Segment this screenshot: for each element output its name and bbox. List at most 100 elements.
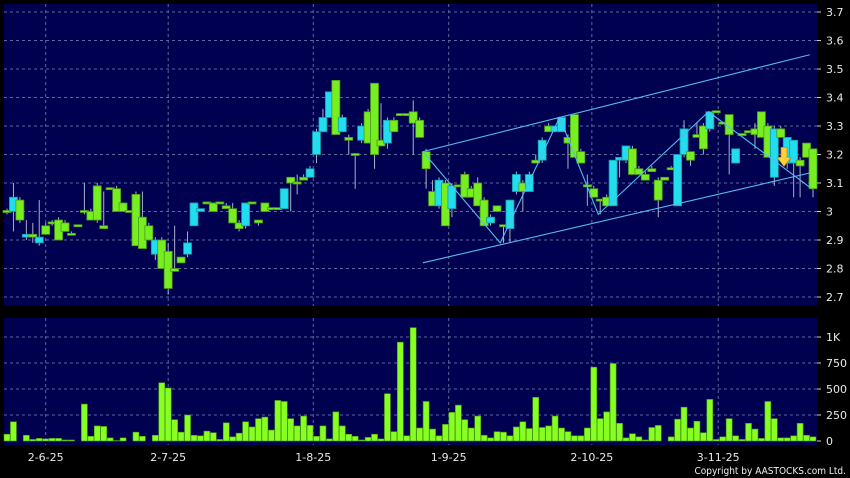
candle-up <box>312 131 321 155</box>
candle-down <box>176 256 186 264</box>
candle-down <box>144 225 154 241</box>
candle-down <box>15 199 25 221</box>
volume-bar <box>210 432 217 442</box>
candle-up <box>679 128 689 155</box>
volume-bar <box>571 435 578 442</box>
volume-bar <box>61 439 69 442</box>
volume-bar <box>809 436 817 442</box>
volume-bar <box>197 435 204 442</box>
volume-bar <box>635 436 643 442</box>
candle-up <box>705 111 715 130</box>
volume-bar <box>255 418 262 442</box>
volume-bar <box>164 387 172 442</box>
volume-bar <box>293 425 301 442</box>
volume-bar <box>474 415 482 442</box>
candle-down <box>660 176 670 181</box>
candle-down <box>698 125 708 150</box>
volume-bar <box>771 418 778 442</box>
candle-down <box>350 153 360 156</box>
volume-tick-label: 0 <box>826 435 833 448</box>
volume-bar <box>680 406 688 442</box>
candle-up <box>279 188 289 210</box>
volume-bar <box>506 435 514 442</box>
volume-bar <box>48 438 56 442</box>
date-tick-label: 1-9-25 <box>431 451 467 464</box>
candle-up <box>241 202 250 227</box>
volume-bar <box>351 436 359 442</box>
candle-up <box>486 216 496 224</box>
candle-down <box>479 199 489 227</box>
candle-up <box>196 208 205 212</box>
candle-down <box>711 110 721 114</box>
volume-bar <box>319 425 327 442</box>
volume-bar <box>93 425 101 442</box>
candle-down <box>60 222 70 232</box>
volume-bar <box>242 421 249 442</box>
candle-down <box>686 151 695 161</box>
volume-bar <box>719 436 727 442</box>
volume-bar <box>538 427 546 442</box>
volume-bar <box>222 422 230 442</box>
candle-down <box>647 168 657 172</box>
volume-bar <box>545 425 552 442</box>
volume-bar <box>397 341 404 442</box>
volume-bar <box>216 439 224 442</box>
volume-bar <box>132 431 140 442</box>
volume-bar <box>648 427 656 442</box>
volume-bar <box>184 414 191 442</box>
axis-labels: 2.7 2.8 2.9 3 3.1 3.2 3.3 3.4 3.5 3.6 3.7 0 250 500 75… <box>28 6 847 464</box>
candle-down <box>640 174 650 181</box>
candle-down <box>228 208 238 224</box>
volume-bar <box>274 400 282 442</box>
volume-bar <box>280 401 288 442</box>
volume-bar <box>68 439 75 442</box>
volume-bar <box>358 439 365 442</box>
candle-down <box>118 202 128 212</box>
volume-bar <box>35 438 43 442</box>
volume-bar <box>268 429 275 442</box>
price-tick-label: 3.1 <box>826 177 844 190</box>
volume-bar <box>177 431 185 442</box>
volume-tick-label: 250 <box>826 409 847 422</box>
volume-bar <box>654 425 662 442</box>
volume-bar <box>455 404 462 442</box>
volume-bar <box>119 437 127 442</box>
volume-bar <box>725 418 733 442</box>
date-tick-label: 2-10-25 <box>570 451 613 464</box>
volume-bar <box>442 424 449 442</box>
volume-bar <box>513 426 520 442</box>
price-tick-label: 3.2 <box>826 149 844 162</box>
price-tick-label: 3 <box>826 206 833 219</box>
volume-bar <box>745 423 752 442</box>
candle-up <box>318 117 328 133</box>
volume-bar <box>551 415 559 442</box>
volume-bar <box>158 382 166 442</box>
candle-down <box>247 201 257 205</box>
volume-bar <box>790 435 797 442</box>
date-tick-label: 1-8-25 <box>295 451 331 464</box>
channel-lower-line <box>422 172 810 264</box>
volume-bar <box>584 427 591 442</box>
candle-down <box>260 202 270 212</box>
candle-down <box>215 201 225 205</box>
price-tick-label: 2.7 <box>826 291 844 304</box>
volume-bar <box>738 439 746 442</box>
volume-bar <box>519 421 527 442</box>
candle-up <box>608 159 618 207</box>
price-tick-label: 3.6 <box>826 35 844 48</box>
candle-down <box>41 225 51 235</box>
candle-down <box>808 148 818 190</box>
candle-down <box>370 82 379 155</box>
candle-down <box>28 233 38 238</box>
volume-bar <box>577 435 585 442</box>
candle-down <box>737 133 747 136</box>
candle-down <box>99 225 109 229</box>
copyright: Copyright by AASTOCKS.com Ltd. <box>694 466 846 477</box>
candle-down <box>254 219 263 224</box>
candle-up <box>673 154 682 207</box>
date-tick-label: 2-7-25 <box>150 451 186 464</box>
grid-lines <box>4 4 817 445</box>
volume-bar <box>261 416 269 442</box>
volume-bar <box>10 421 17 442</box>
candle-down <box>757 111 766 138</box>
